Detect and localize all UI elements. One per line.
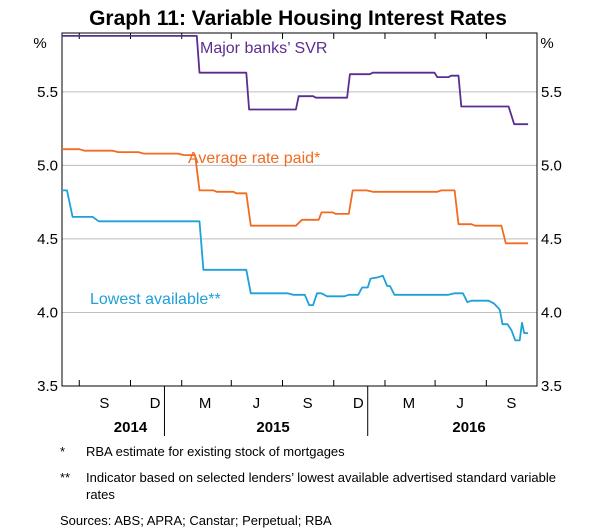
x-tick-label: M <box>403 395 416 412</box>
x-tick-label: J <box>253 395 261 412</box>
x-tick-label: J <box>456 395 464 412</box>
year-label: 2016 <box>452 419 485 436</box>
y-tick-label-right: 5.5 <box>541 84 562 101</box>
year-label: 2015 <box>256 419 289 436</box>
x-tick-label: S <box>303 395 313 412</box>
y-tick-label-left: 4.0 <box>37 304 58 321</box>
y-axis-right: 3.5 4.0 4.5 5.0 5.5 <box>541 84 562 395</box>
series-line-3 <box>62 189 529 342</box>
x-tick-label: M <box>199 395 212 412</box>
year-label: 2014 <box>114 419 148 436</box>
y-tick-label-left: 4.5 <box>37 231 58 248</box>
y-axis-left: 3.5 4.0 4.5 5.0 5.5 <box>37 84 58 395</box>
footnote-text: RBA estimate for existing stock of mortg… <box>86 444 345 459</box>
series-labels: Major banks’ SVR Average rate paid* Lowest… <box>90 40 327 308</box>
series-line-1 <box>62 35 529 126</box>
y-unit-right: % <box>540 35 553 52</box>
footnote-marker: * <box>60 444 66 459</box>
y-tick-label-left: 3.5 <box>37 378 58 395</box>
series-lines <box>62 35 529 342</box>
y-tick-label-right: 3.5 <box>541 378 562 395</box>
y-unit-left: % <box>33 35 46 52</box>
sources: Sources: ABS; APRA; Canstar; Perpetual; … <box>60 513 332 528</box>
x-tick-label: S <box>506 395 516 412</box>
plot-frame <box>61 32 538 387</box>
y-tick-label-right: 4.5 <box>541 231 562 248</box>
y-tick-label-left: 5.0 <box>37 157 58 174</box>
x-tick-label: D <box>150 395 161 412</box>
series-label-1: Major banks’ SVR <box>200 40 327 57</box>
axis-ticks <box>78 33 487 436</box>
footnote-marker: ** <box>60 470 71 485</box>
series-label-2: Average rate paid* <box>188 150 320 167</box>
x-tick-label: D <box>353 395 364 412</box>
chart: Graph 11: Variable Housing Interest Rate… <box>33 7 562 436</box>
y-tick-label-right: 5.0 <box>541 157 562 174</box>
chart-title: Graph 11: Variable Housing Interest Rate… <box>89 7 507 30</box>
y-tick-label-left: 5.5 <box>37 84 58 101</box>
y-tick-label-right: 4.0 <box>541 304 562 321</box>
x-axis: S D M J S D M J S 2014 2015 2016 <box>99 395 516 436</box>
x-tick-label: S <box>99 395 109 412</box>
series-label-3: Lowest available** <box>90 291 221 308</box>
grid <box>62 91 537 313</box>
series-line-2 <box>62 148 529 245</box>
footnote-text: Indicator based on selected lenders’ low… <box>86 470 556 502</box>
